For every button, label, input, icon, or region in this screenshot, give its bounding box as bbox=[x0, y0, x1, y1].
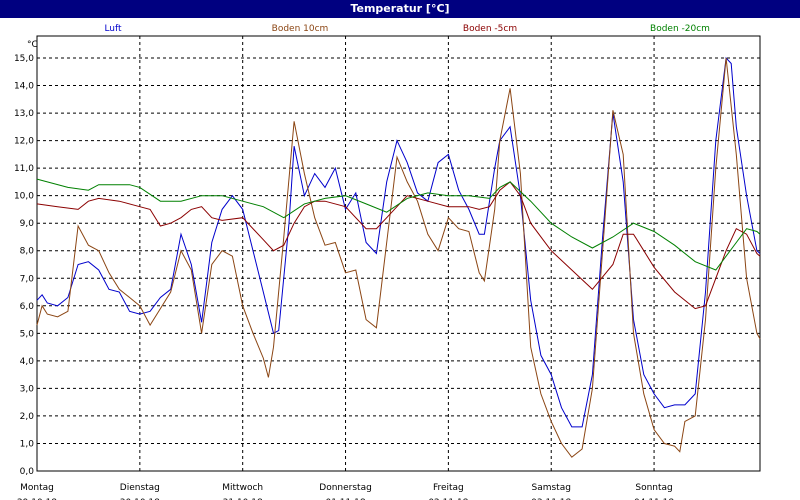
x-tick-day: Samstag bbox=[531, 483, 570, 493]
series-line-boden-20cm bbox=[36, 178, 761, 271]
legend-entry: Boden -5cm bbox=[463, 24, 517, 34]
x-tick-date: 29.10.18 bbox=[17, 498, 57, 500]
x-tick-date: 04.11.18 bbox=[634, 498, 674, 500]
y-tick-label: 12,0 bbox=[14, 137, 34, 147]
y-tick-label: 3,0 bbox=[20, 384, 35, 394]
x-tick-date: 31.10.18 bbox=[223, 498, 263, 500]
x-tick-date: 01.11.18 bbox=[325, 498, 365, 500]
y-tick-label: 10,0 bbox=[14, 192, 34, 202]
x-tick-day: Donnerstag bbox=[319, 483, 372, 493]
x-tick-date: 03.11.18 bbox=[531, 498, 571, 500]
x-tick-day: Mittwoch bbox=[222, 483, 263, 493]
legend: Luft Boden 10cm Boden -5cm Boden -20cm bbox=[104, 24, 710, 34]
legend-entry: Boden -20cm bbox=[650, 24, 710, 34]
grid-lines bbox=[37, 36, 760, 471]
y-tick-label: 6,0 bbox=[20, 302, 35, 312]
y-tick-label: 2,0 bbox=[20, 412, 35, 422]
y-tick-label: 14,0 bbox=[14, 82, 34, 92]
series-line-boden-10cm bbox=[36, 57, 761, 458]
series-line-luft bbox=[36, 56, 761, 428]
y-tick-labels: 0,0 1,0 2,0 3,0 4,0 5,0 6,0 7,0 8,0 9,0 10,0 11,0 12… bbox=[14, 54, 34, 477]
legend-entry: Boden 10cm bbox=[272, 24, 329, 34]
y-tick-label: 15,0 bbox=[14, 54, 34, 64]
x-tick-day: Freitag bbox=[433, 483, 464, 493]
plot-border bbox=[36, 35, 761, 472]
y-tick-label: 8,0 bbox=[20, 247, 35, 257]
y-tick-label: 11,0 bbox=[14, 164, 34, 174]
y-tick-label: 1,0 bbox=[20, 439, 35, 449]
y-tick-label: 5,0 bbox=[20, 329, 35, 339]
x-tick-date: 02.11.18 bbox=[428, 498, 468, 500]
y-tick-label: 9,0 bbox=[20, 219, 35, 229]
y-axis-unit: °C bbox=[27, 40, 38, 50]
window-title: Temperatur [°C] bbox=[0, 0, 800, 18]
x-tick-labels: Montag 29.10.18 Dienstag 30.10.18 Mittwoch 31… bbox=[17, 483, 674, 500]
temperature-chart: 0,0 1,0 2,0 3,0 4,0 5,0 6,0 7,0 8,0 9,0 10,0 11,0 12… bbox=[14, 24, 761, 500]
y-tick-label: 0,0 bbox=[20, 467, 35, 477]
legend-entry: Luft bbox=[104, 24, 122, 34]
y-tick-label: 7,0 bbox=[20, 274, 35, 284]
y-tick-label: 4,0 bbox=[20, 357, 35, 367]
y-tick-label: 13,0 bbox=[14, 109, 34, 119]
x-tick-day: Montag bbox=[20, 483, 54, 493]
series-lines bbox=[36, 56, 761, 458]
x-tick-day: Sonntag bbox=[635, 483, 672, 493]
series-line-boden-5cm bbox=[36, 181, 761, 310]
x-tick-date: 30.10.18 bbox=[120, 498, 160, 500]
x-tick-day: Dienstag bbox=[120, 483, 160, 493]
